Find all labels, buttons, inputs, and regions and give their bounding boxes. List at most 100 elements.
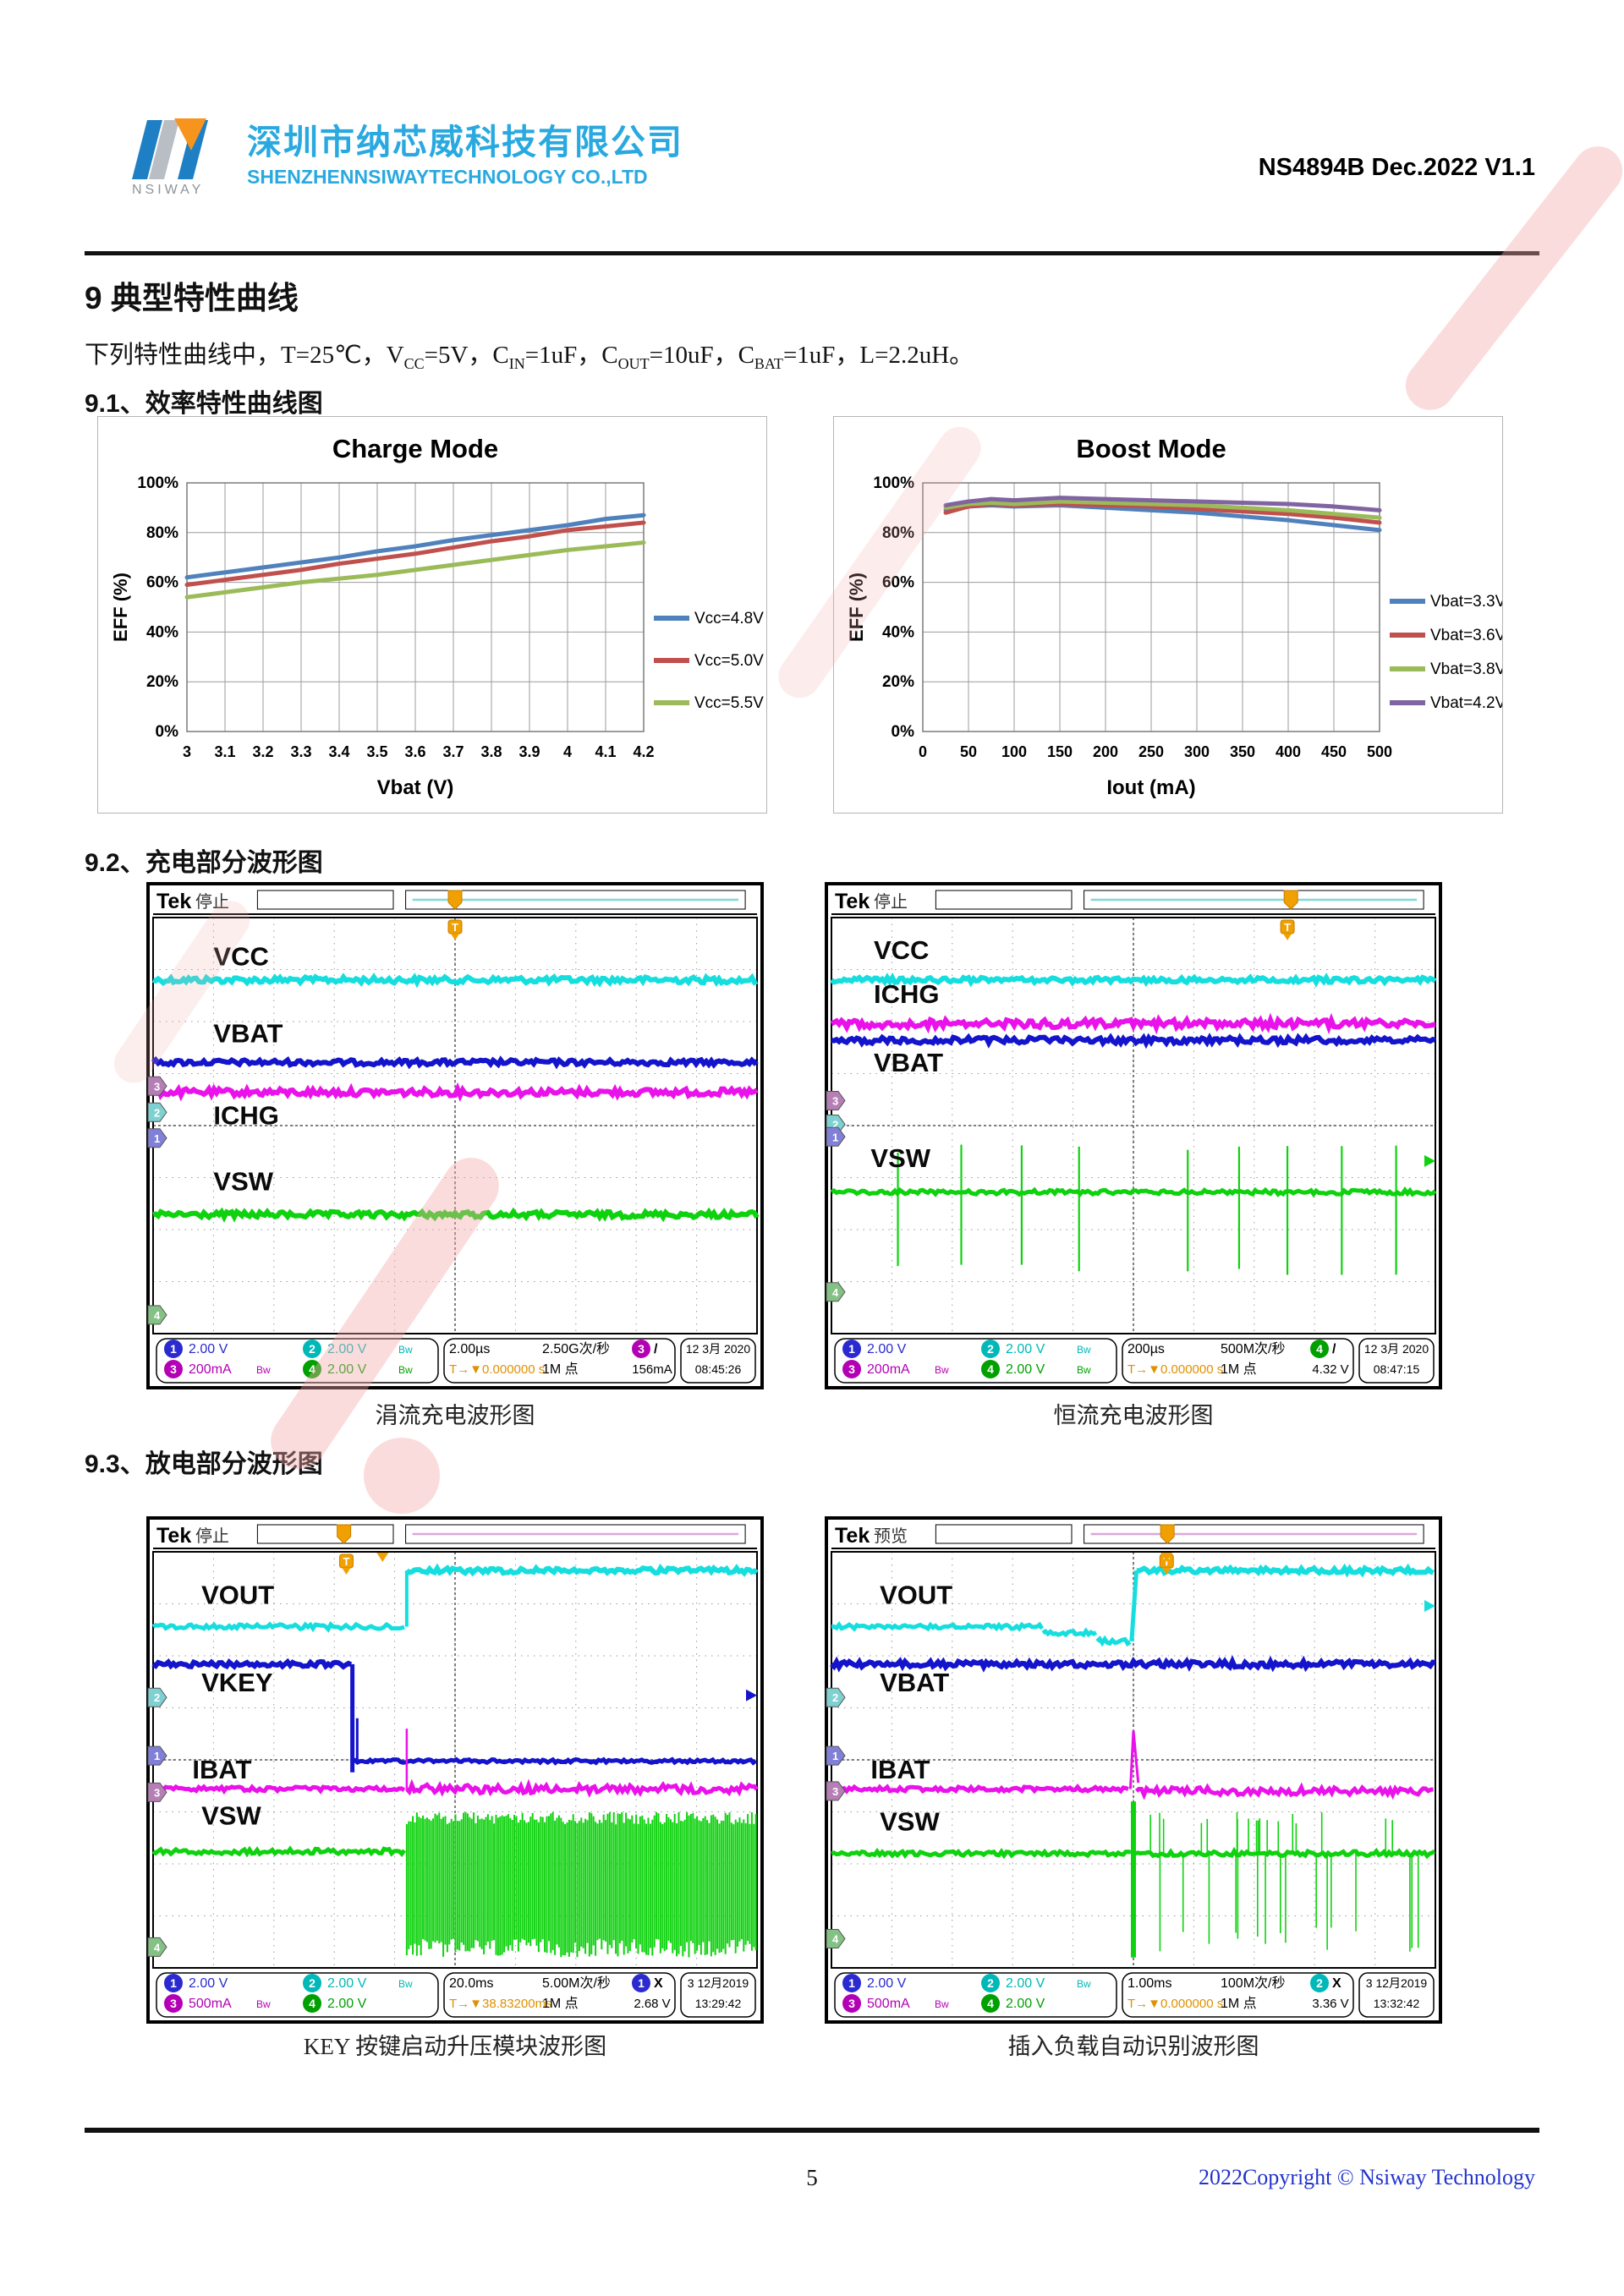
svg-text:500: 500 [1367, 743, 1392, 760]
svg-text:VSW: VSW [213, 1166, 273, 1196]
svg-text:VSW: VSW [870, 1143, 930, 1173]
svg-text:4: 4 [563, 743, 572, 760]
svg-text:Vcc=5.0V: Vcc=5.0V [694, 652, 764, 670]
svg-text:3.2: 3.2 [252, 743, 273, 760]
svg-text:Vcc=4.8V: Vcc=4.8V [694, 610, 764, 627]
svg-text:1: 1 [832, 1131, 838, 1143]
header-divider [85, 251, 1539, 255]
svg-text:VCC: VCC [213, 942, 268, 972]
scope-caption: 恒流充电波形图 [1053, 1403, 1214, 1428]
svg-text:3.3: 3.3 [290, 743, 311, 760]
svg-text:3: 3 [848, 1997, 855, 2010]
svg-text:IBAT: IBAT [192, 1755, 251, 1784]
svg-text:Tek: Tek [835, 890, 870, 913]
section-9-3-title: 9.3、放电部分波形图 [85, 1450, 323, 1478]
svg-text:ICHG: ICHG [874, 979, 940, 1009]
svg-text:500mA: 500mA [189, 1997, 232, 2011]
svg-text:Bw: Bw [398, 1978, 413, 1990]
svg-text:500M次/秒: 500M次/秒 [1221, 1341, 1285, 1356]
svg-text:1: 1 [848, 1342, 855, 1356]
scope-constant-current: Tek 停止 VCC ICHG VBAT VSW 3 2 1 4 T 1 2.00 V 2 2.00 V Bw… [825, 882, 1442, 1394]
svg-text:3: 3 [638, 1342, 645, 1356]
scope-caption: KEY 按键启动升压模块波形图 [303, 2034, 607, 2059]
section-9-2-title: 9.2、充电部分波形图 [85, 849, 323, 877]
svg-text:VSW: VSW [201, 1800, 261, 1830]
svg-text:40%: 40% [146, 623, 178, 641]
svg-text:4.2: 4.2 [633, 743, 654, 760]
company-name-block: 深圳市纳芯威科技有限公司 SHENZHENNSIWAYTECHNOLOGY CO… [247, 113, 683, 189]
conditions-line: 下列特性曲线中，T=25℃，VCC=5V，CIN=1uF，COUT=10uF，C… [85, 342, 974, 372]
svg-text:4: 4 [832, 1933, 839, 1946]
svg-text:1M 点: 1M 点 [1221, 1362, 1257, 1377]
scope-key-boost: Tek 停止 VOUT VKEY IBAT VSW 2 1 3 4 T 1 2.00 V 2 2.00 V B… [146, 1516, 764, 2028]
scope-trickle-charge: Tek 停止 VCC VBAT ICHG VSW 3 2 1 4 T 1 2.00 V 2 2.00 V Bw… [146, 882, 764, 1394]
svg-text:4.1: 4.1 [595, 743, 616, 760]
svg-text:1: 1 [848, 1976, 855, 1990]
svg-text:2.00µs: 2.00µs [449, 1342, 490, 1356]
svg-text:ICHG: ICHG [213, 1101, 279, 1131]
svg-text:/: / [1332, 1342, 1336, 1356]
svg-text:2: 2 [1316, 1976, 1323, 1990]
footer-divider [85, 2128, 1539, 2133]
svg-text:20.0ms: 20.0ms [449, 1976, 493, 1991]
svg-text:T→▼38.83200ms: T→▼38.83200ms [449, 1997, 552, 2011]
svg-text:1: 1 [154, 1132, 160, 1145]
svg-text:4: 4 [832, 1286, 839, 1299]
svg-text:1: 1 [638, 1976, 645, 1990]
svg-text:Vbat=4.2V: Vbat=4.2V [1430, 694, 1502, 712]
svg-text:2: 2 [154, 1106, 160, 1119]
svg-text:EFF (%): EFF (%) [846, 573, 867, 642]
svg-text:2.00 V: 2.00 V [327, 1976, 367, 1991]
watermark-stroke [364, 1438, 440, 1514]
svg-text:T: T [343, 1555, 349, 1568]
company-logo: NSIWAY [125, 108, 237, 200]
nsiway-logo-icon: NSIWAY [132, 118, 208, 197]
svg-text:Bw: Bw [256, 1998, 271, 2010]
svg-text:0%: 0% [892, 723, 915, 741]
svg-text:200mA: 200mA [867, 1362, 910, 1377]
svg-text:4: 4 [154, 1309, 161, 1322]
svg-text:2.00 V: 2.00 V [1006, 1976, 1045, 1991]
svg-text:VOUT: VOUT [880, 1581, 952, 1610]
svg-text:80%: 80% [146, 524, 178, 542]
svg-text:250: 250 [1138, 743, 1164, 760]
svg-text:Boost Mode: Boost Mode [1076, 434, 1226, 463]
svg-text:3 12月2019: 3 12月2019 [688, 1976, 749, 1990]
svg-text:3: 3 [154, 1786, 160, 1799]
svg-text:Bw: Bw [1077, 1978, 1091, 1990]
svg-text:3: 3 [183, 743, 191, 760]
svg-text:T: T [452, 921, 458, 934]
section-9-1-title: 9.1、效率特性曲线图 [85, 390, 323, 418]
svg-text:4: 4 [987, 1997, 994, 2010]
svg-text:2: 2 [987, 1976, 994, 1990]
svg-text:3: 3 [170, 1997, 177, 2010]
svg-text:200: 200 [1093, 743, 1118, 760]
svg-text:08:47:15: 08:47:15 [1374, 1362, 1420, 1376]
svg-text:X: X [654, 1976, 663, 1991]
svg-text:300: 300 [1184, 743, 1210, 760]
svg-text:Bw: Bw [398, 1344, 413, 1356]
svg-text:2.00 V: 2.00 V [1006, 1362, 1045, 1377]
svg-text:2: 2 [832, 1119, 838, 1132]
boost-mode-chart: 0% 20% 40% 60% 80% 100% 0 50 100 150 200 250 300 350 4… [833, 416, 1506, 814]
svg-text:3.7: 3.7 [442, 743, 464, 760]
svg-text:0%: 0% [156, 723, 179, 741]
svg-text:Bw: Bw [1077, 1344, 1091, 1356]
svg-text:T→▼0.000000 s: T→▼0.000000 s [1127, 1997, 1223, 2011]
svg-text:2.00 V: 2.00 V [867, 1976, 907, 1991]
svg-text:200mA: 200mA [189, 1362, 232, 1377]
svg-text:2.00 V: 2.00 V [327, 1362, 367, 1377]
svg-text:VOUT: VOUT [201, 1581, 274, 1610]
svg-text:2.00 V: 2.00 V [1006, 1342, 1045, 1356]
svg-text:Tek: Tek [156, 890, 191, 913]
svg-text:350: 350 [1230, 743, 1255, 760]
scope-caption: 插入负载自动识别波形图 [1007, 2034, 1259, 2059]
scope-svg: Tek预览VOUTVBATIBATVSW2134T12.00 V22.00 VB… [825, 1516, 1442, 2024]
svg-text:Tek: Tek [835, 1524, 870, 1548]
svg-text:3: 3 [848, 1362, 855, 1376]
svg-text:2: 2 [309, 1342, 315, 1356]
svg-text:3: 3 [832, 1094, 838, 1107]
svg-text:3.8: 3.8 [480, 743, 502, 760]
svg-text:2.00 V: 2.00 V [327, 1342, 367, 1356]
